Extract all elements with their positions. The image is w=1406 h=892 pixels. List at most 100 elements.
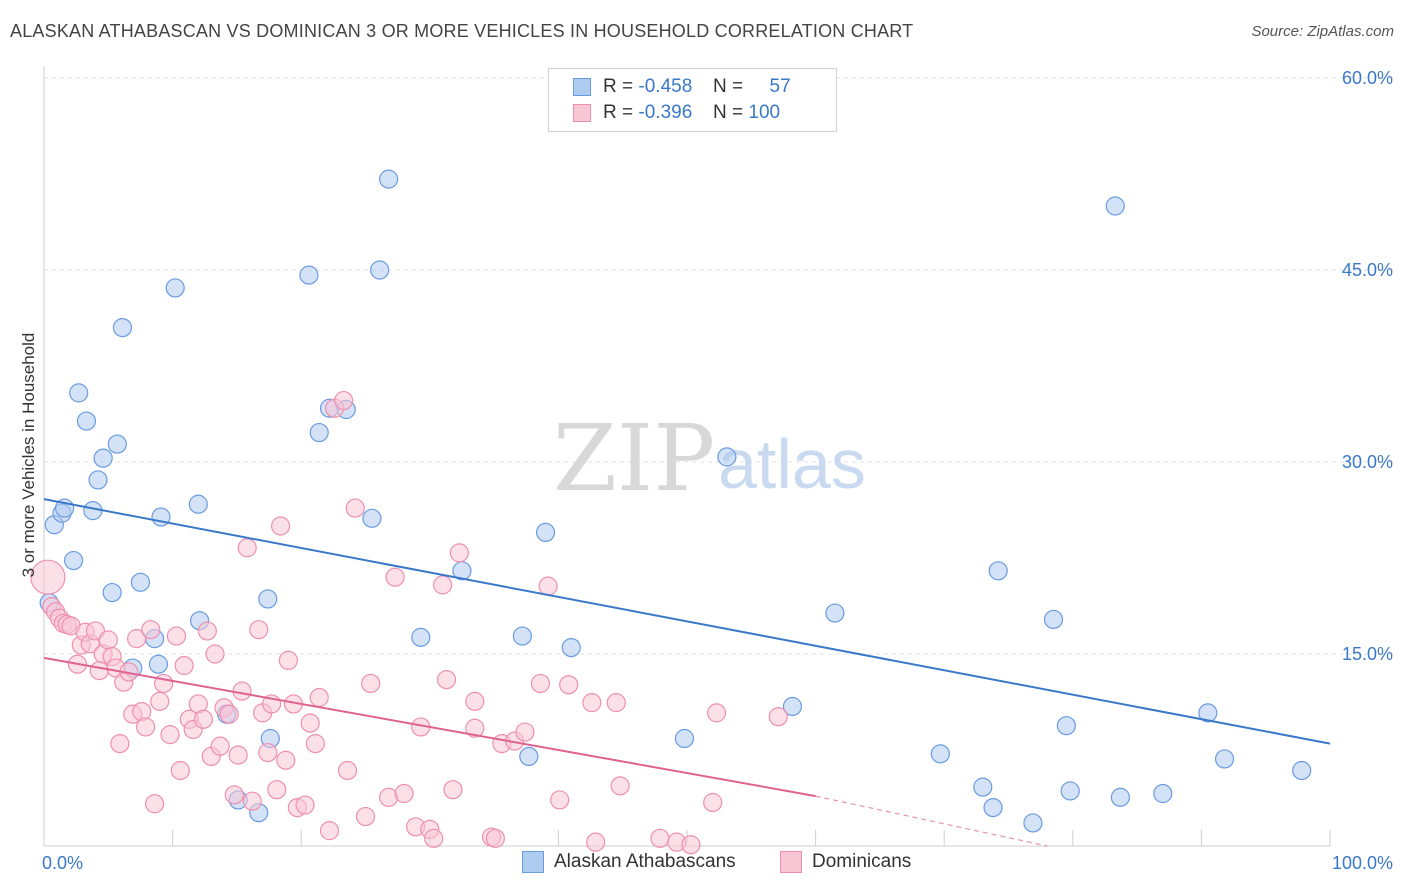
data-point <box>610 776 630 796</box>
y-axis-title: 3 or more Vehicles in Household <box>19 333 38 578</box>
data-point <box>1214 749 1235 769</box>
data-point <box>63 550 84 571</box>
data-point <box>1023 813 1043 833</box>
data-point <box>249 620 269 640</box>
data-point <box>107 434 127 454</box>
data-point <box>165 278 185 298</box>
data-point <box>258 742 278 763</box>
data-point <box>170 760 190 781</box>
trend-line-dominican <box>43 656 816 798</box>
bottom-legend-label: Dominicans <box>812 851 912 872</box>
legend-r-value: -0.396 <box>638 102 693 123</box>
data-point <box>379 169 399 189</box>
data-point <box>650 828 670 848</box>
data-point <box>126 629 147 649</box>
bottom-legend-swatch-blue <box>522 851 544 873</box>
y-tick-label: 60.0% <box>1342 68 1393 88</box>
data-point <box>135 717 156 737</box>
legend-swatch-blue <box>573 78 591 96</box>
data-point <box>1153 783 1173 804</box>
data-point <box>271 516 291 536</box>
watermark-atlas: atlas <box>718 425 866 503</box>
data-point <box>362 508 382 528</box>
x-tick-label: 0.0% <box>42 853 83 873</box>
legend-n-label: N = <box>713 102 744 123</box>
data-point <box>361 673 381 694</box>
data-point <box>309 422 329 443</box>
data-point <box>681 835 701 855</box>
trend-line-alaskan <box>43 498 1331 745</box>
data-point <box>1105 196 1125 216</box>
data-point <box>436 669 457 690</box>
data-point <box>530 673 550 694</box>
legend-n-value: 100 <box>748 102 781 123</box>
data-point <box>586 832 606 852</box>
data-point <box>210 736 230 756</box>
data-point <box>89 661 109 681</box>
data-point <box>242 791 262 811</box>
data-point <box>983 797 1003 818</box>
data-point <box>519 746 539 767</box>
bottom-legend-swatch-pink <box>780 851 802 873</box>
data-point <box>355 806 376 827</box>
legend-n-value: 57 <box>769 76 791 97</box>
data-point <box>394 783 414 804</box>
data-point <box>334 390 354 411</box>
data-point <box>385 567 405 587</box>
data-point <box>717 447 737 467</box>
data-point <box>148 654 169 674</box>
data-point <box>1043 609 1064 630</box>
data-point <box>988 561 1008 581</box>
legend-n-label: N = <box>713 76 744 97</box>
data-point <box>768 707 788 727</box>
data-point <box>205 644 225 664</box>
data-point <box>550 790 570 810</box>
data-point <box>110 733 130 754</box>
legend-r-value: -0.458 <box>638 76 693 97</box>
data-point <box>130 572 151 592</box>
data-point <box>443 780 463 800</box>
source-label: Source: ZipAtlas.com <box>1251 23 1394 40</box>
data-point <box>193 709 214 729</box>
legend-r-label: R = <box>603 102 634 123</box>
data-point <box>30 559 66 595</box>
data-point <box>141 620 161 640</box>
data-point <box>345 498 365 518</box>
data-point <box>512 626 532 646</box>
data-point <box>582 693 602 713</box>
data-point <box>295 795 315 815</box>
data-point <box>1056 716 1076 736</box>
data-point <box>1060 781 1080 801</box>
data-point <box>224 785 244 805</box>
data-point <box>102 582 122 603</box>
data-point <box>370 260 390 280</box>
y-tick-label: 30.0% <box>1342 452 1393 472</box>
data-point <box>144 794 165 814</box>
data-point <box>93 448 113 468</box>
bottom-legend-alaskan: Alaskan Athabascans <box>522 851 736 873</box>
legend-row-alaskan: R = -0.458 N = 57 <box>573 75 791 99</box>
data-point <box>411 627 431 647</box>
data-point <box>1110 787 1130 807</box>
y-tick-label: 45.0% <box>1342 260 1393 280</box>
legend-r-label: R = <box>603 76 634 97</box>
data-point <box>232 681 252 701</box>
correlation-legend: R = -0.458 N = 57 R = -0.396 N = 100 <box>548 68 837 132</box>
data-point <box>276 750 296 770</box>
data-point <box>150 691 170 711</box>
legend-row-dominican: R = -0.396 N = 100 <box>573 101 780 125</box>
data-point <box>188 494 208 514</box>
data-point <box>424 828 444 848</box>
data-point <box>305 733 325 754</box>
data-point <box>1292 760 1312 781</box>
data-point <box>278 650 298 671</box>
data-point <box>299 265 319 285</box>
legend-swatch-pink <box>573 104 591 122</box>
data-point <box>258 589 278 609</box>
data-point <box>561 637 581 658</box>
data-point <box>703 792 723 813</box>
y-tick-label: 15.0% <box>1342 644 1393 664</box>
data-point <box>930 744 950 764</box>
data-point <box>112 318 133 338</box>
bottom-legend-label: Alaskan Athabascans <box>554 851 736 872</box>
